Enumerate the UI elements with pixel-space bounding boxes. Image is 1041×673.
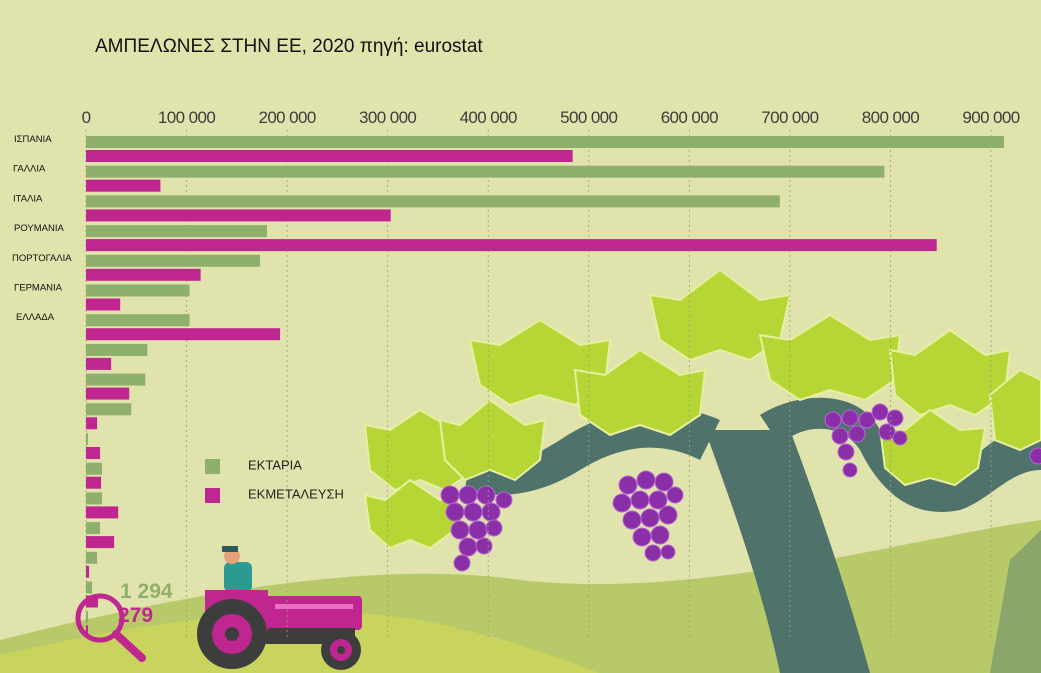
tractor	[197, 546, 362, 670]
bar-hectares	[86, 284, 190, 297]
bar-holdings	[86, 179, 161, 192]
bar-holdings	[86, 209, 391, 222]
legend-label-hectares: ΕΚΤΑΡΙΑ	[248, 457, 302, 472]
bar-hectares	[86, 136, 1005, 148]
leaf-2	[468, 318, 612, 407]
leaf-8	[438, 398, 547, 482]
bar-hectares	[86, 581, 93, 594]
leaf-3	[758, 313, 902, 402]
annotation-hectares-value: 1 294	[120, 580, 173, 603]
vineyard-illustration	[0, 268, 1041, 673]
chart-title: ΑΜΠΕΛΩΝΕΣ ΣΤΗΝ ΕΕ, 2020 πηγή: eurostat	[95, 36, 483, 57]
grape-cluster-2	[612, 470, 684, 562]
legend-swatch-holdings	[205, 488, 220, 503]
leaf-5	[888, 328, 1012, 417]
leaf-10	[988, 368, 1041, 452]
category-label: ΓΑΛΛΙΑ	[13, 164, 46, 175]
leaf-1	[648, 268, 792, 362]
bar-hectares	[86, 492, 103, 505]
bar-holdings	[86, 268, 201, 281]
annotation-holdings-value: 279	[118, 604, 153, 627]
driver-cap	[222, 546, 238, 552]
bar-hectares	[86, 403, 132, 416]
bar-holdings	[86, 447, 101, 459]
x-tick-label: 100 000	[158, 108, 215, 127]
category-labels: ΙΣΠΑΝΙΑ ΓΑΛΛΙΑ ΙΤΑΛΙΑ ΡΟΥΜΑΝΙΑ ΠΟΡΤΟΓΑΛΙΑ ΓΕΡ…	[12, 134, 72, 323]
bar-holdings	[86, 417, 98, 430]
x-tick-label: 600 000	[661, 108, 718, 127]
bar-hectares	[86, 522, 101, 535]
category-label: ΠΟΡΤΟΓΑΛΙΑ	[12, 253, 72, 264]
x-tick-label: 800 000	[862, 108, 919, 127]
category-label: ΕΛΛΑΔΑ	[16, 312, 55, 323]
category-label: ΓΕΡΜΑΝΙΑ	[14, 283, 63, 294]
bar-hectares	[86, 225, 267, 238]
x-tick-label: 200 000	[258, 108, 315, 127]
bar-holdings	[86, 565, 90, 578]
x-tick-label: 700 000	[761, 108, 818, 127]
right-slope	[990, 530, 1041, 673]
bar-hectares	[86, 254, 260, 267]
legend-label-holdings: ΕΚΜΕΤΑΛΕΥΣΗ	[248, 486, 344, 501]
grape-cluster-4	[1029, 447, 1041, 465]
grape-cluster-3	[824, 403, 908, 478]
bar-holdings	[86, 536, 115, 549]
tractor-grille	[275, 604, 353, 609]
vine-trunk	[705, 430, 870, 673]
bar-holdings	[86, 506, 119, 519]
category-label: ΡΟΥΜΑΝΙΑ	[14, 223, 65, 234]
magnifier-annotation: 1 294 279	[75, 580, 173, 662]
bar-holdings	[86, 387, 130, 400]
bar-hectares	[86, 373, 146, 386]
bar-holdings	[86, 357, 112, 370]
bar-hectares	[86, 165, 885, 178]
bar-holdings	[86, 625, 88, 638]
x-tick-label: 500 000	[560, 108, 617, 127]
legend-swatch-hectares	[205, 459, 220, 474]
bar-holdings	[86, 328, 281, 341]
x-tick-label: 300 000	[359, 108, 416, 127]
category-label: ΙΣΠΑΝΙΑ	[14, 134, 52, 145]
bar-holdings	[86, 150, 573, 162]
bar-holdings	[86, 239, 937, 252]
bar-hectares	[86, 433, 88, 445]
bar-hectares	[86, 611, 88, 624]
bar-hectares	[86, 551, 98, 564]
bar-holdings	[86, 476, 102, 489]
legend: ΕΚΤΑΡΙΑ ΕΚΜΕΤΑΛΕΥΣΗ	[205, 457, 344, 503]
magnifier-icon	[75, 593, 125, 643]
driver-body	[224, 562, 252, 592]
bar-holdings	[86, 298, 121, 311]
bar-hectares	[86, 195, 780, 208]
tractor-hood	[262, 596, 362, 630]
grape-cluster-1	[440, 485, 513, 572]
category-label: ΙΤΑΛΙΑ	[13, 193, 43, 204]
leaf-4	[573, 348, 707, 437]
bar-series	[86, 136, 1005, 638]
x-tick-label: 0	[82, 108, 91, 127]
bar-hectares	[86, 343, 148, 356]
x-axis-ticks: 0 100 000 200 000 300 000 400 000 500 000 600 …	[82, 108, 1021, 127]
x-tick-label: 400 000	[460, 108, 517, 127]
bar-hectares	[86, 462, 103, 475]
bar-hectares	[86, 314, 190, 327]
x-tick-label: 900 000	[962, 108, 1019, 127]
